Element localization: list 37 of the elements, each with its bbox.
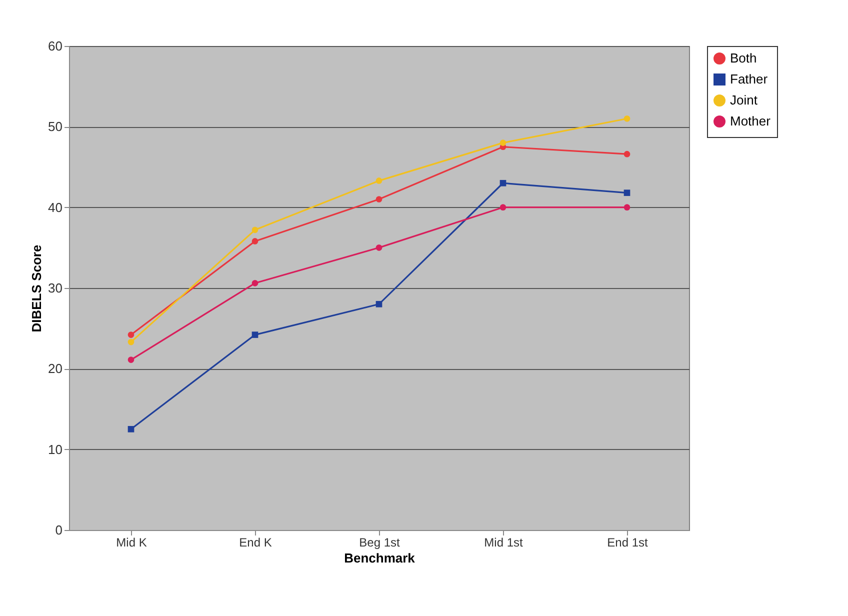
point <box>376 178 382 184</box>
x-tick-label: End 1st <box>607 536 649 550</box>
legend-label: Both <box>730 50 757 66</box>
point <box>624 150 630 158</box>
x-axis-title: Benchmark <box>344 550 416 566</box>
point <box>128 426 134 432</box>
point <box>128 338 134 346</box>
point <box>500 204 506 210</box>
y-tick-label: 20 <box>48 361 62 376</box>
point <box>624 190 630 196</box>
point <box>500 140 506 146</box>
point <box>252 332 258 338</box>
point <box>624 204 630 210</box>
x-tick-label: Mid K <box>116 536 147 550</box>
point <box>500 180 506 186</box>
point <box>252 226 258 234</box>
y-tick-label: 0 <box>55 522 62 538</box>
y-tick-label: 50 <box>48 119 62 134</box>
point <box>128 356 134 363</box>
y-tick-label: 60 <box>48 38 62 54</box>
point <box>624 115 630 122</box>
legend-label: Father <box>730 72 768 86</box>
y-tick-label: 30 <box>48 280 62 296</box>
y-tick-label: 10 <box>48 442 62 457</box>
y-axis-title: DIBELS Score <box>29 244 44 332</box>
point <box>376 300 382 308</box>
y-tick-label: 40 <box>48 200 62 215</box>
x-tick-label: Beg 1st <box>359 536 401 550</box>
x-tick-label: End K <box>239 536 272 550</box>
point <box>252 280 258 286</box>
point <box>376 244 382 251</box>
point <box>252 238 258 244</box>
x-tick-label: Mid 1st <box>484 536 524 550</box>
legend-label: Joint <box>730 92 758 108</box>
point <box>128 332 134 338</box>
point <box>376 196 382 202</box>
legend-label: Mother <box>730 114 772 128</box>
